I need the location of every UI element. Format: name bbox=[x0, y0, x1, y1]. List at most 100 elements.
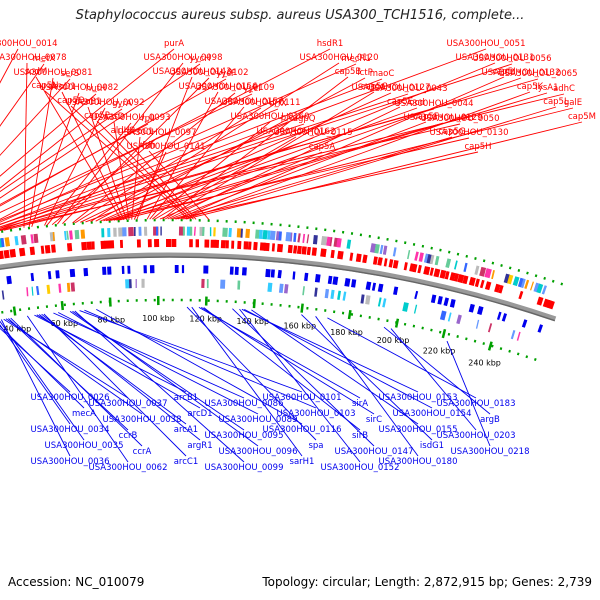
feature-block bbox=[434, 255, 440, 266]
forward-gene-arrow bbox=[392, 259, 399, 269]
gene-label-reverse: USA300HOU_0038 bbox=[103, 415, 182, 425]
gene-leader-line bbox=[0, 78, 71, 156]
gene-label-reverse: argB bbox=[480, 415, 500, 425]
gene-leader-line bbox=[5, 318, 143, 415]
gene-label-forward: cap5K bbox=[517, 82, 544, 92]
outer-guide-ring bbox=[0, 218, 568, 287]
gene-label-reverse: USA300HOU_0116 bbox=[263, 425, 342, 435]
forward-gene-arrow bbox=[296, 245, 302, 255]
reverse-gene-arrow bbox=[496, 311, 502, 321]
forward-gene-arrow bbox=[3, 249, 10, 259]
gene-label-forward: USA300HOU_0098 bbox=[144, 53, 223, 63]
gene-leader-line bbox=[177, 76, 505, 220]
gene-leader-line bbox=[0, 93, 253, 214]
gene-label-reverse: sirB bbox=[352, 431, 368, 441]
gene-label-reverse: USA300HOU_0103 bbox=[277, 409, 356, 419]
backbone-ring bbox=[0, 252, 557, 322]
forward-gene-arrow bbox=[494, 283, 501, 293]
gene-leader-line bbox=[0, 63, 201, 199]
reverse-gene-arrow bbox=[437, 295, 443, 305]
forward-gene-arrow bbox=[412, 263, 418, 273]
gene-label-forward: adhC bbox=[553, 84, 575, 94]
gene-label-forward: USA300HOU_0097 bbox=[118, 128, 197, 138]
gene-label-reverse: USA300HOU_0155 bbox=[379, 425, 458, 435]
gene-leader-line bbox=[87, 106, 128, 220]
feature-block bbox=[382, 298, 387, 308]
gene-label-forward: cap5N bbox=[31, 81, 58, 91]
gene-label-forward: gyrA bbox=[112, 99, 132, 109]
gene-label-forward: cap5I bbox=[492, 67, 515, 77]
scale-tick-label: 220 kbp bbox=[423, 347, 456, 356]
reverse-gene-arrow bbox=[414, 290, 419, 300]
gene-label-forward: USA300HOU_0065 bbox=[499, 69, 578, 79]
reverse-gene-arrow bbox=[344, 278, 351, 287]
gene-leader-line bbox=[44, 90, 189, 220]
gene-label-forward: cap5A bbox=[309, 142, 336, 152]
scale-tick-label: 160 kbp bbox=[283, 322, 316, 331]
forward-gene-arrow bbox=[403, 262, 408, 271]
gene-label-forward: USA300HOU_0141 bbox=[127, 142, 206, 152]
gene-label-forward: USA300HOU_0081 bbox=[14, 68, 93, 78]
feature-block bbox=[414, 251, 419, 261]
gene-leader-line bbox=[149, 106, 245, 220]
gene-leader-line bbox=[122, 135, 197, 220]
gene-leader-line bbox=[0, 63, 45, 127]
gene-label-forward: deoB1 bbox=[74, 97, 101, 107]
forward-gene-arrow bbox=[9, 248, 16, 258]
gene-leader-line bbox=[74, 107, 262, 224]
gene-label-reverse: argR1 bbox=[187, 441, 212, 451]
gene-label-reverse: USA300HOU_0183 bbox=[437, 399, 516, 409]
gene-leader-line bbox=[315, 316, 419, 457]
gene-label-forward: cap5O bbox=[57, 96, 85, 106]
gene-leader-line bbox=[159, 151, 323, 220]
gene-label-forward: cap5L bbox=[543, 97, 569, 107]
scale-tick bbox=[12, 306, 17, 316]
feature-block bbox=[382, 245, 388, 255]
reverse-gene-arrow bbox=[537, 324, 544, 333]
gene-label-reverse: sirA bbox=[352, 399, 368, 409]
gene-label-forward: ocd bbox=[409, 98, 424, 108]
gene-label-forward: USA300HOU_0051 bbox=[447, 39, 526, 49]
gene-leader-line bbox=[244, 309, 433, 409]
gene-leader-line bbox=[390, 328, 477, 431]
gene-label-forward: cap5C bbox=[361, 82, 388, 92]
feature-block bbox=[456, 314, 462, 325]
gene-leader-line bbox=[113, 77, 522, 221]
reverse-gene-arrow bbox=[371, 282, 377, 291]
gene-leader-line bbox=[201, 307, 375, 415]
reverse-gene-arrow bbox=[314, 274, 321, 283]
feature-block bbox=[541, 285, 547, 295]
forward-gene-arrow bbox=[536, 296, 544, 306]
reverse-gene-arrow bbox=[521, 319, 528, 328]
gene-leader-line bbox=[185, 121, 583, 220]
feature-block bbox=[510, 329, 516, 340]
forward-gene-arrow bbox=[18, 247, 26, 257]
forward-gene-arrow bbox=[457, 274, 465, 284]
gene-label-reverse: sarH1 bbox=[290, 457, 315, 467]
gene-label-reverse: arcC1 bbox=[174, 457, 199, 467]
scale-tick-label: 60 kbp bbox=[51, 319, 79, 328]
gene-label-forward: sodM bbox=[25, 67, 47, 77]
gene-label-forward: USA300HOU_0131 bbox=[456, 53, 535, 63]
gene-label-reverse: USA300HOU_0153 bbox=[379, 393, 458, 403]
gene-leader-line bbox=[111, 62, 496, 221]
gene-leader-line bbox=[70, 105, 192, 220]
forward-gene-arrow bbox=[462, 275, 469, 285]
gene-label-reverse: spa bbox=[308, 441, 323, 451]
feature-block bbox=[484, 268, 492, 279]
gene-label-forward: USA300HOU_0129 bbox=[404, 113, 483, 123]
genome-summary-text: Topology: circular; Length: 2,872,915 bp… bbox=[262, 575, 592, 589]
gene-label-forward: lysA1 bbox=[535, 83, 558, 93]
gene-leader-line bbox=[0, 48, 487, 229]
gene-leader-line bbox=[0, 93, 97, 177]
feature-block bbox=[285, 232, 292, 242]
feature-block bbox=[487, 323, 493, 333]
gene-leader-line bbox=[3, 318, 129, 399]
gene-label-forward: hutH bbox=[86, 84, 107, 94]
gene-leader-line bbox=[180, 91, 531, 220]
gene-label-forward: USA300HOU_0111 bbox=[222, 98, 301, 108]
forward-gene-arrow bbox=[484, 281, 492, 291]
scale-tick-label: 140 kbp bbox=[236, 317, 269, 326]
gene-leader-line bbox=[74, 310, 245, 463]
